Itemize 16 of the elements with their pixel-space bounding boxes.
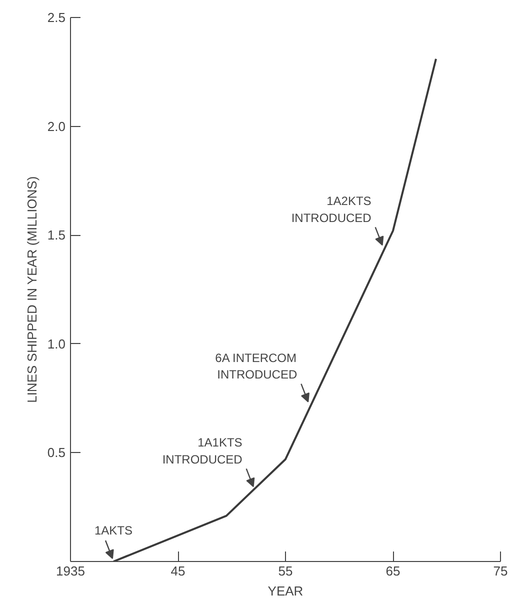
x-tick-label: 75 [493,564,508,578]
y-tick-label: 1.0 [47,336,66,352]
y-tick-label: 2.0 [47,118,66,134]
y-tick-label: 0.5 [47,445,66,460]
annotation: 1A1KTS INTRODUCED [162,436,243,466]
x-tick-label: 1935 [56,564,85,578]
annotation: 1A2KTS INTRODUCED [291,194,372,225]
x-axis-title: YEAR [268,584,304,598]
y-axis-title: LINES SHIPPED IN YEAR (MILLIONS) [24,176,40,403]
annotation: 1AKTS [94,524,133,538]
y-tick-label: 2.5 [47,10,66,25]
y-tick-label: 1.5 [47,228,66,243]
x-tick-label: 65 [386,564,400,578]
annotation: 6A INTERCOM INTRODUCED [215,350,298,382]
x-tick-label: 55 [278,564,293,578]
x-tick-label: 45 [170,564,186,578]
